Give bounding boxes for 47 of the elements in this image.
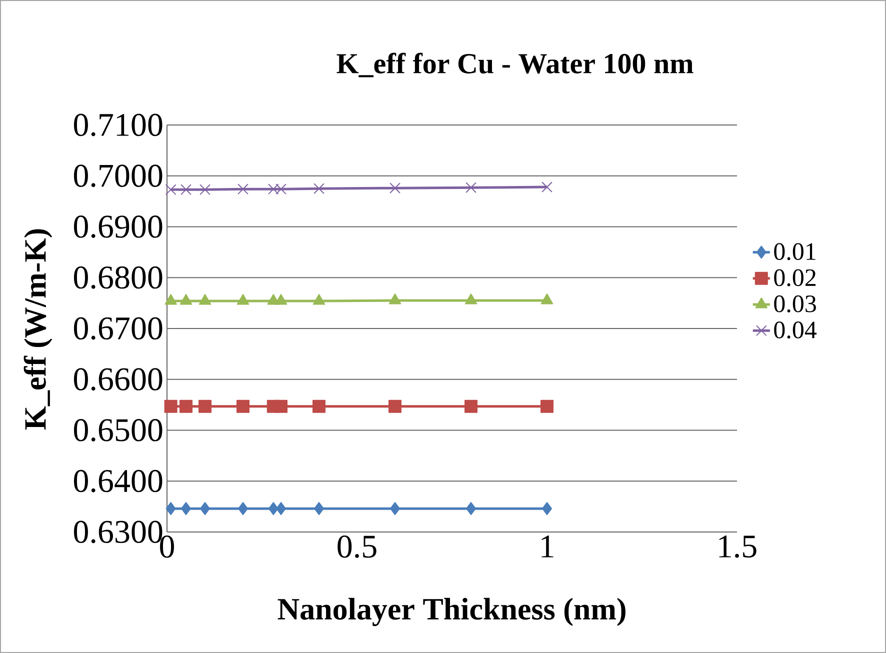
legend-label: 0.03	[774, 295, 816, 312]
point	[314, 502, 324, 516]
point	[236, 400, 250, 413]
x-tick-label: 1	[542, 536, 554, 558]
y-tick-label: 0.7100	[74, 114, 162, 136]
y-tick-label: 0.6900	[74, 216, 162, 238]
point	[200, 184, 210, 196]
y-tick-label: 0.6400	[74, 470, 162, 492]
point	[166, 502, 176, 516]
point	[181, 502, 192, 516]
y-tick-label: 0.7000	[74, 164, 162, 188]
legend-label: 0.04	[774, 322, 817, 339]
legend-label: 0.02	[774, 269, 816, 286]
point	[276, 502, 286, 516]
x-tick-label: 0	[160, 536, 174, 558]
point	[198, 400, 212, 413]
point	[268, 502, 278, 516]
y-tick-label: 0.6700	[74, 317, 162, 340]
y-tick-label: 0.6800	[74, 266, 162, 289]
point	[180, 184, 192, 196]
point	[200, 502, 210, 516]
legend-label: 0.01	[774, 243, 816, 260]
point	[164, 400, 178, 413]
y-tick-label: 0.6500	[74, 419, 162, 442]
point	[274, 400, 288, 413]
point	[165, 184, 176, 196]
point	[238, 184, 248, 195]
point	[540, 400, 554, 413]
point	[238, 502, 248, 516]
point	[390, 502, 400, 516]
y-axis-title: K_eff (W/m-K)	[24, 229, 52, 430]
point	[542, 182, 552, 193]
point	[542, 502, 552, 516]
y-tick-label: 0.6600	[74, 368, 162, 391]
point	[312, 400, 326, 413]
y-tick-label: 0.6300	[74, 520, 162, 544]
point	[466, 182, 476, 194]
chart-title: K_eff for Cu - Water 100 nm	[336, 52, 694, 78]
point	[466, 502, 476, 516]
x-axis-title: Nanolayer Thickness (nm)	[278, 598, 626, 626]
point	[390, 182, 400, 194]
x-tick-label: 1.5	[719, 536, 756, 558]
point	[388, 400, 402, 413]
point	[180, 400, 193, 413]
point	[314, 183, 324, 194]
point	[464, 400, 478, 413]
x-tick-label: 0.5	[338, 536, 376, 558]
